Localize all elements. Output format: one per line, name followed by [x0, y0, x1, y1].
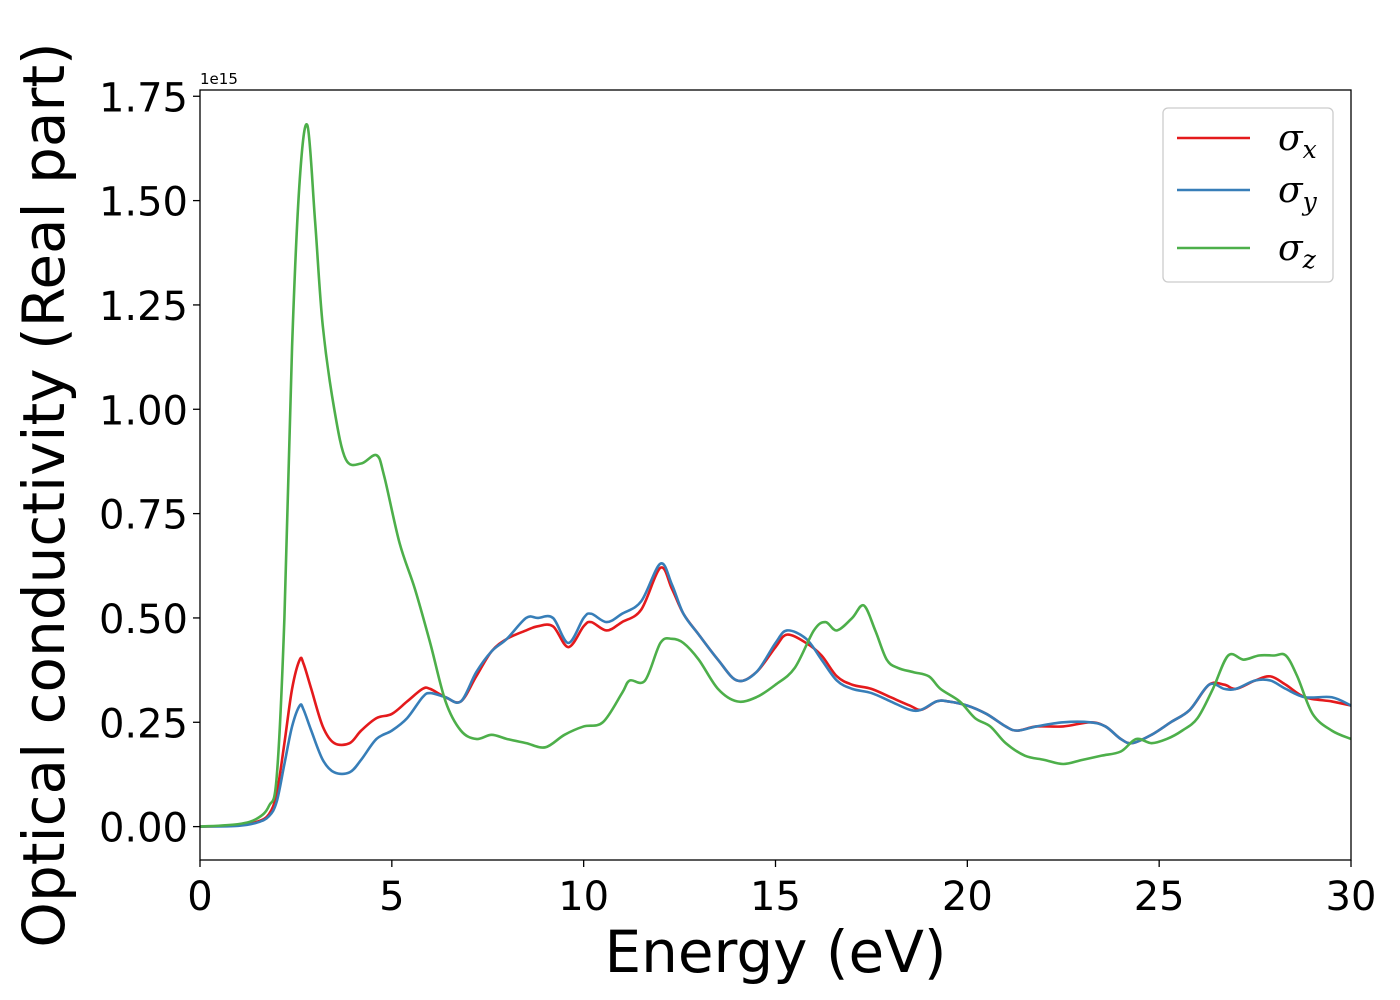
- legend-symbol: σ: [1278, 228, 1304, 269]
- x-tick-label: 10: [558, 874, 609, 920]
- series-line-x: [199, 566, 1352, 828]
- x-tick-label: 15: [750, 874, 801, 920]
- x-tick-label: 5: [379, 874, 404, 920]
- y-axis-title: Optical conductivity (Real part): [10, 42, 78, 947]
- legend-subscript: y: [1302, 187, 1318, 216]
- x-tick-label: 20: [942, 874, 993, 920]
- legend-label-x: σx: [1278, 118, 1317, 164]
- legend-subscript: x: [1303, 135, 1317, 164]
- legend-symbol: σ: [1278, 118, 1304, 159]
- legend-label-z: σz: [1278, 228, 1317, 274]
- series-lines: [199, 122, 1352, 828]
- y-offset-label: 1e15: [200, 70, 238, 88]
- y-tick-label: 1.50: [99, 180, 188, 226]
- x-tick-label: 0: [187, 874, 212, 920]
- series-line-y: [199, 562, 1352, 828]
- y-tick-label: 1.75: [99, 75, 188, 121]
- y-tick-label: 0.00: [99, 806, 188, 852]
- y-tick-label: 0.75: [99, 493, 188, 539]
- x-tick-label: 25: [1134, 874, 1185, 920]
- y-tick-label: 1.25: [99, 284, 188, 330]
- y-axis: 0.00 0.25 0.50 0.75 1.00 1.25 1.50 1.75: [99, 75, 200, 852]
- y-tick-label: 1.00: [99, 388, 188, 434]
- y-tick-label: 0.50: [99, 597, 188, 643]
- y-tick-label: 0.25: [99, 701, 188, 747]
- legend-box: [1162, 107, 1334, 283]
- x-axis: 0 5 10 15 20 25 30: [187, 860, 1376, 920]
- legend-symbol: σ: [1278, 170, 1304, 211]
- legend-subscript: z: [1302, 245, 1317, 274]
- x-tick-label: 30: [1326, 874, 1377, 920]
- x-axis-title: Energy (eV): [604, 918, 946, 986]
- series-line-z: [199, 122, 1352, 828]
- legend-label-y: σy: [1278, 170, 1318, 216]
